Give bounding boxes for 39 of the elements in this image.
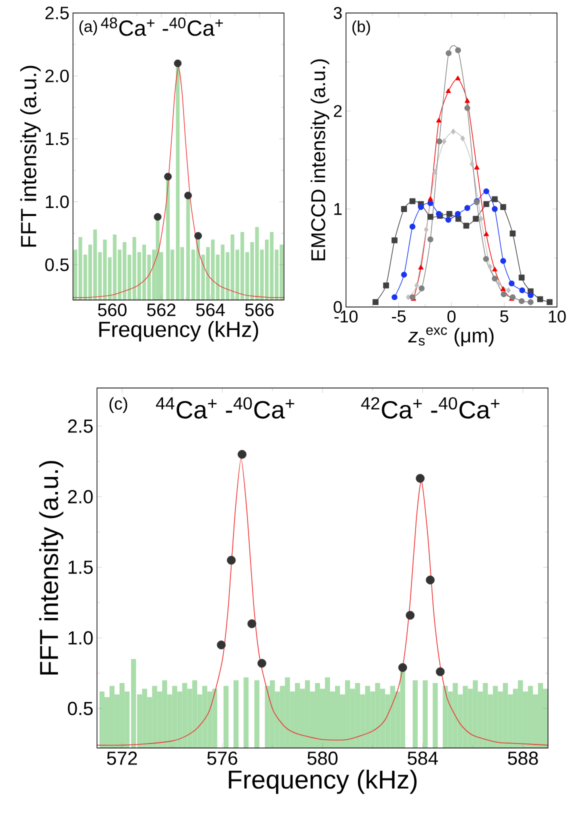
x-tick-label: 562 [147, 304, 176, 316]
y-tick-label: 0.5 [68, 702, 93, 716]
y-tick-label: 1 [334, 203, 342, 215]
annotation: $^{44}$Ca$^{+}$ -$^{40}$Ca$^{+}$ [156, 397, 294, 419]
x-tick-label: 580 [308, 752, 338, 765]
y-tick-label: 3 [334, 6, 342, 19]
annotation: (b) [352, 20, 370, 36]
x-tick-label: 572 [107, 752, 138, 765]
x-axis-title: z$_{s}$$^{exc}$ (μm) [408, 327, 494, 346]
x-tick-label: 564 [196, 304, 225, 316]
y-tick-label: 1.0 [46, 195, 69, 208]
y-tick-label: 0.5 [45, 258, 69, 272]
y-tick-label: 1.5 [46, 132, 69, 146]
x-axis-title: Frequency (kHz) [99, 321, 258, 342]
x-tick-label: 588 [508, 752, 538, 765]
y-axis-title: FFT intensity (a.u.) [20, 66, 41, 247]
y-tick-label: 2 [334, 105, 342, 117]
y-tick-label: 2.5 [68, 419, 93, 433]
x-tick-label: 10 [549, 310, 566, 323]
annotation: (c) [110, 397, 128, 413]
x-tick-label: 0 [448, 310, 456, 323]
x-tick-label: 560 [98, 304, 127, 316]
y-tick-label: 1.0 [68, 631, 93, 645]
y-axis-title: FFT intensity (a.u.) [39, 460, 64, 675]
y-tick-label: 2.0 [68, 490, 93, 504]
x-tick-label: 584 [408, 752, 438, 765]
x-tick-label: 576 [207, 752, 238, 765]
y-tick-label: 2.0 [46, 70, 69, 82]
annotation: $^{48}$Ca$^{+}$ -$^{40}$Ca$^{+}$ [101, 17, 223, 36]
y-axis-title: EMCCD intensity (a.u.) [310, 59, 330, 260]
annotation: $^{42}$Ca$^{+}$ -$^{40}$Ca$^{+}$ [361, 397, 500, 419]
x-tick-label: -10 [334, 310, 358, 323]
y-tick-label: 1.5 [68, 560, 93, 574]
x-tick-label: -5 [392, 310, 406, 322]
x-axis-title: Frequency (kHz) [229, 770, 417, 794]
x-tick-label: 5 [500, 310, 508, 322]
x-tick-label: 566 [245, 304, 274, 316]
annotation: (a) [80, 20, 98, 36]
y-tick-label: 2.5 [46, 6, 69, 20]
